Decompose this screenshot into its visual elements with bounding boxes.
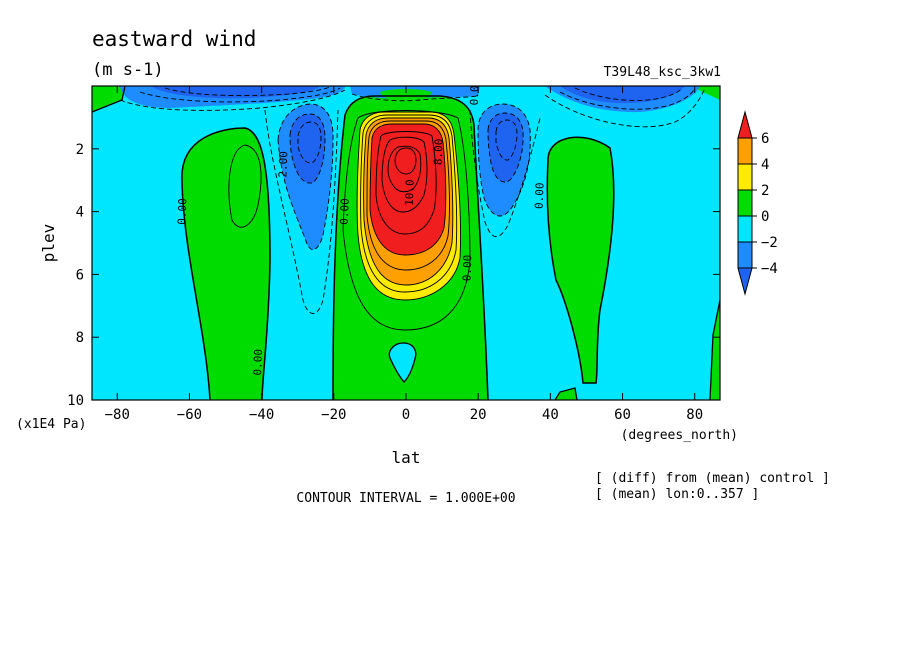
contour-labels: 0.00 0.00 2.00 0.00 10.0 8.00 0.00 0.00 0.00 xyxy=(175,79,547,376)
contour-label: 0.00 xyxy=(175,198,189,225)
upper-low-sh-core xyxy=(150,86,320,99)
positive-region-left xyxy=(92,86,125,112)
colorbar-label: 4 xyxy=(761,157,769,173)
x-tick-label: 60 xyxy=(614,407,631,423)
upper-low-nh-core xyxy=(560,86,685,104)
contour-label: 0.00 xyxy=(251,349,265,376)
contour-line xyxy=(228,144,262,228)
x-tick-label: 20 xyxy=(470,407,487,423)
colorbar-label: −4 xyxy=(761,261,778,277)
contour-line xyxy=(139,87,341,103)
contour-line xyxy=(369,123,447,256)
colorbar: −4 −2 0 2 4 6 xyxy=(737,110,778,296)
colorbar-swatch xyxy=(737,215,753,243)
x-axis-ticks: −80 −60 −40 −20 0 20 40 60 80 xyxy=(105,86,703,423)
y-axis-ticks: 2 4 6 8 10 xyxy=(67,142,720,409)
contour-label: 0.00 xyxy=(461,255,475,282)
contour-line xyxy=(381,136,428,213)
contour-line xyxy=(351,93,479,102)
y-tick-label: 2 xyxy=(76,142,84,158)
x-axis-label: lat xyxy=(392,448,421,467)
x-tick-label: −80 xyxy=(105,407,130,423)
contour-line xyxy=(487,112,524,183)
colorbar-bottom-triangle xyxy=(737,267,753,296)
sh-low-inner xyxy=(290,114,325,184)
negative-hole-jet xyxy=(389,343,416,382)
contour-line xyxy=(375,131,437,235)
positive-region-nh-bottom xyxy=(555,388,577,400)
colorbar-swatch xyxy=(737,241,753,269)
contour-line xyxy=(181,127,271,400)
contour-line xyxy=(554,387,578,400)
contour-line xyxy=(277,103,334,250)
contour-line xyxy=(387,145,422,193)
positive-region-right-edge xyxy=(710,300,720,400)
colorbar-swatch xyxy=(737,137,753,165)
run-name: T39L48_ksc_3kw1 xyxy=(604,65,721,80)
colorbar-label: 0 xyxy=(761,209,769,225)
contour-line xyxy=(342,110,471,331)
contour-label: 10.0 xyxy=(403,179,417,206)
y-axis-unit: (x1E4 Pa) xyxy=(16,417,86,432)
colorbar-label: 2 xyxy=(761,183,769,199)
contour-line xyxy=(394,147,417,175)
contour-label: 0.00 xyxy=(468,79,482,106)
contour-line xyxy=(363,117,454,286)
contour-line xyxy=(164,86,331,97)
contour-line xyxy=(356,111,461,301)
contour-line xyxy=(477,103,531,217)
contour-line xyxy=(495,119,518,161)
contour-line xyxy=(388,342,417,383)
colorbar-label: 6 xyxy=(761,131,769,147)
contour-line xyxy=(264,109,339,314)
x-tick-label: 0 xyxy=(402,407,410,423)
contour-line xyxy=(546,136,615,384)
contour-line xyxy=(360,114,458,293)
contour-line xyxy=(709,299,720,400)
colorbar-swatch xyxy=(737,189,753,217)
contour-line xyxy=(92,86,126,113)
contour-interval-text: CONTOUR INTERVAL = 1.000E+00 xyxy=(296,491,515,506)
x-tick-label: −60 xyxy=(177,407,202,423)
mean-note: [ (mean) lon:0..357 ] xyxy=(595,487,759,502)
colorbar-swatch xyxy=(737,163,753,191)
y-axis-label: plev xyxy=(39,224,58,263)
contour-label: 0.00 xyxy=(533,182,547,209)
contour-line xyxy=(366,120,450,271)
contour-line xyxy=(297,121,322,164)
contour-label: 8.00 xyxy=(432,138,446,165)
x-tick-label: −20 xyxy=(321,407,346,423)
y-tick-label: 6 xyxy=(76,267,84,283)
contour-line xyxy=(574,87,683,101)
x-axis-unit: (degrees_north) xyxy=(621,428,738,443)
x-tick-label: 80 xyxy=(686,407,703,423)
nh-low-inner xyxy=(488,113,524,183)
upper-high-eq xyxy=(380,89,432,100)
positive-region-nh xyxy=(547,137,614,383)
contour-label: 0.00 xyxy=(338,198,352,225)
contour-line xyxy=(559,87,696,110)
contour-line xyxy=(469,109,541,238)
diff-note: [ (diff) from (mean) control ] xyxy=(595,471,830,486)
contour-plot-area: 0.00 0.00 2.00 0.00 10.0 8.00 0.00 0.00 0.00 xyxy=(92,79,720,400)
contour-line xyxy=(119,89,346,111)
x-tick-label: −40 xyxy=(249,407,274,423)
positive-region-sh xyxy=(181,128,270,400)
chart-units: (m s-1) xyxy=(92,60,164,80)
contour-lines xyxy=(92,86,720,400)
y-tick-label: 4 xyxy=(76,205,84,221)
y-tick-label: 10 xyxy=(67,393,84,409)
contour-line xyxy=(544,87,706,128)
negative-contour-lines xyxy=(119,86,706,314)
contour-label: 2.00 xyxy=(276,151,290,178)
contour-line xyxy=(332,95,489,400)
contour-line xyxy=(289,113,326,184)
colorbar-top-triangle xyxy=(737,110,753,139)
chart-title: eastward wind xyxy=(92,27,256,51)
y-tick-label: 8 xyxy=(76,330,84,346)
colorbar-label: −2 xyxy=(761,235,778,251)
x-tick-label: 40 xyxy=(542,407,559,423)
